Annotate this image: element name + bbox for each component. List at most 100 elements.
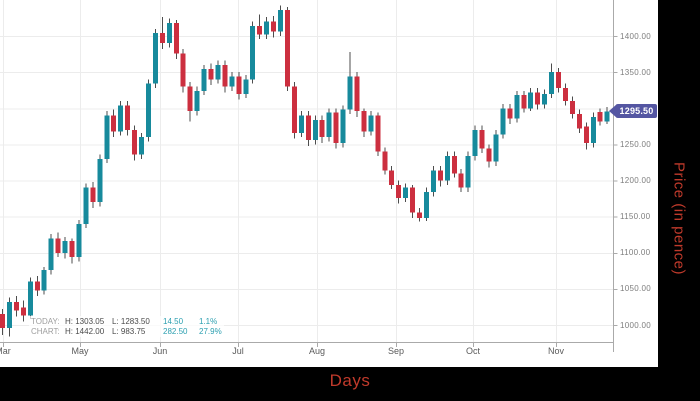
candle-down (597, 111, 603, 122)
candle-up (201, 69, 207, 91)
today-change: 14.50 (163, 317, 184, 326)
candle-down (458, 173, 464, 188)
candle-down (583, 126, 589, 143)
candle-down (236, 76, 242, 94)
candle-down (437, 170, 443, 181)
candle-up (243, 79, 249, 94)
x-axis-tick-label: Sep (387, 346, 405, 356)
x-axis-tick-label: Nov (547, 346, 565, 356)
candle-up (145, 83, 151, 138)
y-axis-tick-label: 1100.00 (620, 248, 651, 258)
candle-up (444, 155, 450, 181)
today-label: TODAY: (31, 317, 60, 326)
y-axis-tick-label: 1200.00 (620, 176, 652, 185)
candle-down (333, 112, 339, 143)
candle-down (55, 238, 61, 253)
candle-up (48, 238, 54, 271)
candle-down (284, 9, 290, 87)
candle-down (479, 129, 485, 149)
candle-up (604, 111, 610, 122)
candle-down (34, 281, 40, 291)
candle-down (576, 114, 582, 129)
candle-down (132, 129, 138, 155)
candle-up (83, 187, 89, 224)
candle-up (423, 192, 429, 219)
candle-up (27, 281, 33, 316)
candle-up (250, 25, 256, 80)
candle-up (139, 137, 144, 155)
candle-down (556, 72, 561, 89)
x-axis-tick-label: Aug (308, 346, 326, 356)
candle-up (62, 241, 68, 253)
candle-up (215, 64, 221, 80)
candle-down (20, 307, 26, 316)
candle-up (542, 93, 548, 105)
candle-down (125, 105, 131, 130)
candle-up (166, 22, 172, 44)
candle-up (403, 187, 409, 198)
candle-up (430, 170, 436, 193)
x-axis-tick-label: Oct (465, 346, 481, 356)
x-axis-tick-label: Mar (0, 346, 11, 356)
candle-down (396, 184, 402, 198)
chart-high: H: 1442.00 (65, 326, 105, 336)
candle-up (493, 134, 499, 162)
candle-up (347, 76, 353, 110)
candle-down (187, 86, 193, 112)
candle-down (257, 25, 263, 35)
candle-down (486, 148, 492, 162)
candle-down (159, 33, 165, 44)
x-axis-tick-label: Jun (152, 346, 168, 356)
candle-down (173, 22, 179, 54)
candle-down (69, 241, 75, 258)
y-axis-tick-label: 1350.00 (620, 67, 652, 77)
candle-down (90, 187, 96, 203)
candle-down (111, 115, 117, 132)
candle-up (298, 115, 304, 133)
y-axis-tick-label: 1000.00 (620, 320, 652, 330)
x-axis-tick-label: May (71, 346, 89, 356)
y-axis-title: Price (in pence) (670, 161, 688, 276)
candle-up (340, 109, 346, 143)
y-axis-tick-label: 1050.00 (620, 284, 652, 294)
candle-down (417, 212, 422, 219)
candle-down (0, 314, 5, 328)
candle-up (500, 108, 506, 135)
candle-down (382, 151, 388, 171)
current-price-badge: 1295.50 (609, 104, 657, 118)
candle-up (590, 116, 596, 143)
candle-down (271, 21, 277, 32)
candle-up (465, 155, 471, 188)
x-axis-title: Days (329, 371, 371, 390)
candle-up (152, 33, 158, 84)
candle-up (104, 115, 110, 159)
candle-up (326, 112, 332, 138)
candle-up (549, 72, 555, 94)
candle-down (535, 92, 541, 105)
candle-up (312, 119, 318, 141)
candle-down (354, 76, 360, 112)
candle-up (528, 92, 534, 109)
chart-percent: 27.9% (199, 326, 222, 336)
ohlc-legend: TODAY: H: 1303.05 L: 1283.50 14.50 1.1% … (29, 316, 224, 337)
legend-row-chart: CHART: H: 1442.00 L: 983.75 282.50 27.9% (31, 327, 222, 337)
today-low: L: 1283.50 (112, 317, 150, 326)
x-axis-tick-label: Jul (232, 346, 244, 356)
today-high: H: 1303.05 (65, 317, 105, 326)
candle-up (514, 95, 520, 119)
candle-up (76, 223, 82, 258)
candle-down (291, 86, 297, 133)
candle-up (6, 301, 12, 328)
y-axis-tick-label: 1400.00 (620, 31, 652, 41)
candle-up (97, 158, 103, 203)
candle-down (180, 53, 186, 87)
candlestick-chart[interactable] (0, 0, 658, 367)
candle-up (41, 270, 47, 291)
candle-up (472, 129, 478, 156)
candle-down (569, 101, 575, 115)
legend-row-today: TODAY: H: 1303.05 L: 1283.50 14.50 1.1% (31, 317, 222, 327)
candle-down (13, 301, 19, 311)
candle-up (229, 76, 235, 87)
y-axis-tick-label: 1250.00 (620, 139, 652, 149)
candle-down (562, 88, 568, 102)
